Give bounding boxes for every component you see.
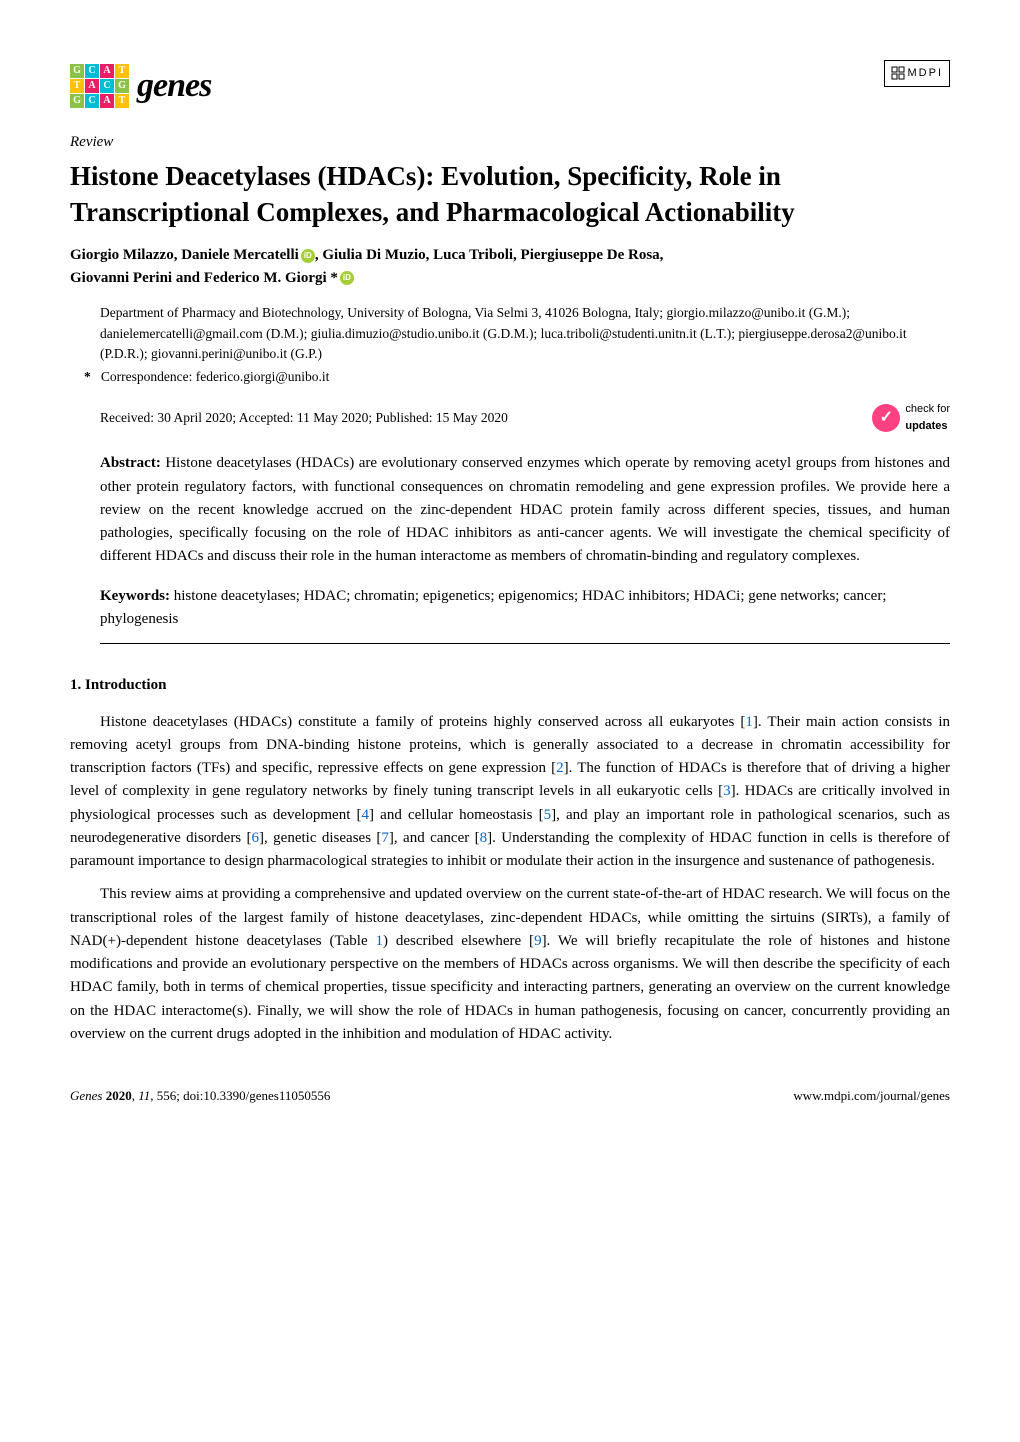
header-row: GCATTACGGCAT genes MDPI [70,60,950,111]
abstract-label: Abstract: [100,455,161,471]
reference-link[interactable]: 7 [381,830,389,846]
mdpi-icon [891,66,905,80]
correspondence: * Correspondence: federico.giorgi@unibo.… [84,367,950,387]
correspondence-text: Correspondence: federico.giorgi@unibo.it [101,369,330,384]
reference-link[interactable]: 3 [723,783,731,799]
logo-cell: A [100,64,114,78]
dates-row: Received: 30 April 2020; Accepted: 11 Ma… [100,401,950,434]
logo-grid: GCATTACGGCAT [70,64,129,108]
check-line1: check for [905,401,950,418]
keywords-text: histone deacetylases; HDAC; chromatin; e… [100,588,887,627]
section-heading: 1. Introduction [70,674,950,697]
authors-part1: Giorgio Milazzo, Daniele Mercatelli [70,247,299,263]
authors: Giorgio Milazzo, Daniele Mercatelli , Giu… [70,244,950,289]
publisher-text: MDPI [908,65,944,82]
reference-link[interactable]: 9 [534,933,542,949]
correspondence-marker: * [84,369,91,384]
logo-cell: A [85,79,99,93]
logo-cell: C [85,94,99,108]
abstract-text: Histone deacetylases (HDACs) are evoluti… [100,455,950,564]
orcid-icon[interactable] [340,271,354,285]
logo-cell: C [85,64,99,78]
logo-cell: C [100,79,114,93]
journal-logo: GCATTACGGCAT genes [70,60,211,111]
logo-cell: G [115,79,129,93]
affiliation: Department of Pharmacy and Biotechnology… [100,303,950,364]
footer-right: www.mdpi.com/journal/genes [793,1086,950,1106]
abstract: Abstract: Histone deacetylases (HDACs) a… [100,452,950,568]
article-title: Histone Deacetylases (HDACs): Evolution,… [70,158,950,231]
logo-cell: G [70,64,84,78]
article-type: Review [70,131,950,154]
logo-cell: G [70,94,84,108]
reference-link[interactable]: 4 [362,807,370,823]
keywords: Keywords: histone deacetylases; HDAC; ch… [100,585,950,632]
check-updates-badge[interactable]: check for updates [872,401,950,434]
logo-cell: T [115,94,129,108]
paragraph-2: This review aims at providing a comprehe… [70,883,950,1046]
reference-link[interactable]: 6 [252,830,260,846]
reference-link[interactable]: 1 [745,714,753,730]
publication-dates: Received: 30 April 2020; Accepted: 11 Ma… [100,408,508,428]
publisher-logo: MDPI [884,60,951,87]
logo-cell: T [115,64,129,78]
check-line2: updates [905,418,950,435]
authors-part3: Giovanni Perini and Federico M. Giorgi * [70,270,338,286]
footer-left: Genes 2020, 11, 556; doi:10.3390/genes11… [70,1086,330,1106]
reference-link[interactable]: 5 [544,807,552,823]
reference-link[interactable]: 1 [375,933,383,949]
reference-link[interactable]: 2 [556,760,564,776]
paragraph-1: Histone deacetylases (HDACs) constitute … [70,711,950,874]
logo-cell: T [70,79,84,93]
journal-name: genes [137,60,211,111]
orcid-icon[interactable] [301,249,315,263]
reference-link[interactable]: 8 [480,830,488,846]
check-icon [872,404,900,432]
logo-cell: A [100,94,114,108]
keywords-label: Keywords: [100,588,170,604]
divider [100,643,950,644]
footer: Genes 2020, 11, 556; doi:10.3390/genes11… [70,1086,950,1106]
authors-part2: , Giulia Di Muzio, Luca Triboli, Piergiu… [315,247,664,263]
check-updates-text: check for updates [905,401,950,434]
